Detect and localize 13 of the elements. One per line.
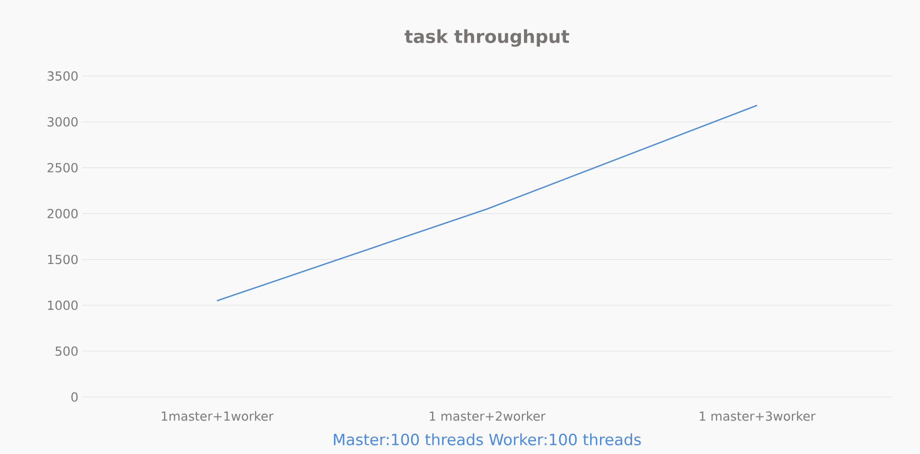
- y-tick-label: 500: [56, 346, 78, 356]
- y-tick-label: 1000: [48, 300, 78, 310]
- y-tick-label: 2000: [48, 208, 78, 218]
- y-tick-label: 0: [71, 392, 78, 402]
- x-tick-label: 1 master+3worker: [700, 411, 816, 421]
- y-tick-label: 1500: [48, 254, 78, 264]
- y-tick-label: 2500: [48, 162, 78, 172]
- chart-title: task throughput: [404, 29, 570, 47]
- y-tick-label: 3000: [48, 117, 78, 127]
- y-tick-label: 3500: [48, 71, 78, 81]
- x-tick-label: 1 master+2worker: [430, 411, 546, 421]
- x-tick-label: 1master+1worker: [162, 411, 274, 421]
- text: Master:100 threads Worker:100 threads: [334, 433, 641, 446]
